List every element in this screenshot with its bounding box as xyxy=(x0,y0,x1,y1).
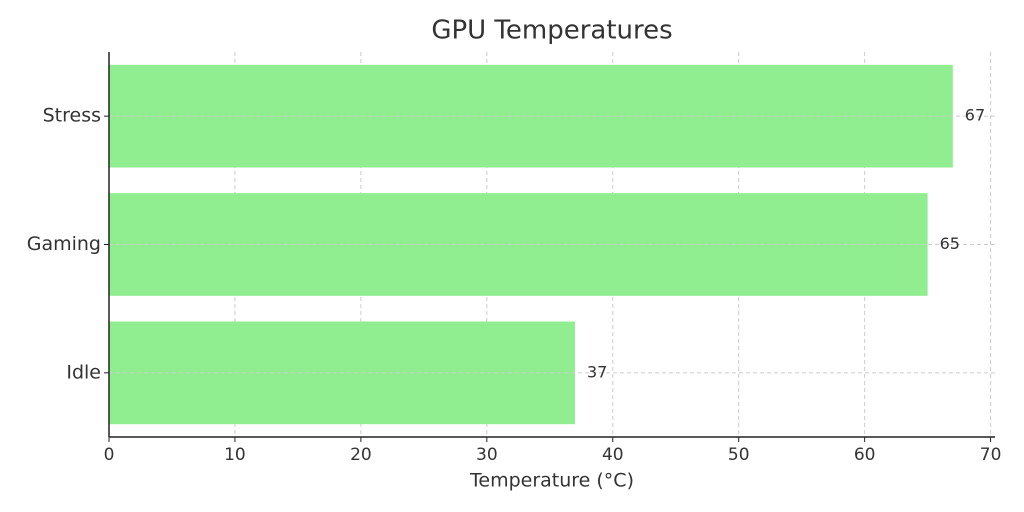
x-axis-label: Temperature (°C) xyxy=(469,470,634,492)
x-tick-label: 30 xyxy=(476,445,498,465)
y-tick-label: Gaming xyxy=(27,233,101,255)
value-label: 37 xyxy=(587,362,607,381)
x-tick-label: 10 xyxy=(224,445,246,465)
y-tick-label: Idle xyxy=(66,361,101,383)
x-tick-label: 70 xyxy=(980,445,1002,465)
value-label: 67 xyxy=(965,106,985,125)
chart-title: GPU Temperatures xyxy=(431,16,672,46)
x-tick-label: 40 xyxy=(602,445,624,465)
x-tick-label: 60 xyxy=(854,445,876,465)
x-tick-label: 20 xyxy=(350,445,372,465)
x-tick-label: 50 xyxy=(728,445,750,465)
y-tick-label: Stress xyxy=(43,105,101,127)
x-tick-label: 0 xyxy=(104,445,115,465)
value-label: 65 xyxy=(940,234,960,253)
